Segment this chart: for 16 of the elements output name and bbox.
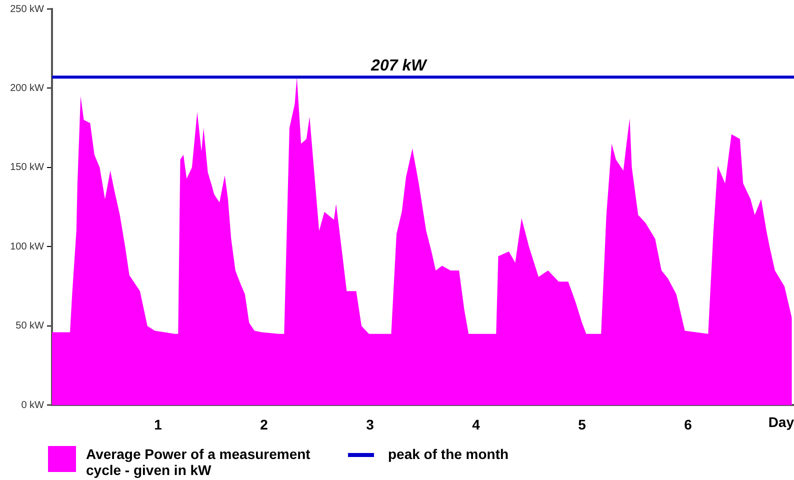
legend-label: Average Power of a measurement cycle - given in kW <box>86 446 312 478</box>
y-tick-label: 250 kW <box>10 4 45 15</box>
x-tick-label: 6 <box>684 416 692 432</box>
x-tick-label: 2 <box>260 416 268 432</box>
annotation: 207 kW <box>370 58 428 75</box>
y-tick-label: 150 kW <box>10 162 45 174</box>
y-tick-label: 200 kW <box>10 82 45 94</box>
legend-label: peak of the month <box>388 446 509 462</box>
y-tick-label: 50 kW <box>16 320 45 332</box>
x-tick-label: 1 <box>154 416 162 432</box>
x-tick-label: 5 <box>578 416 586 432</box>
y-tick-label: 100 kW <box>10 241 45 252</box>
x-tick-label: 4 <box>472 416 480 432</box>
y-tick-label: 0 kW <box>21 400 45 411</box>
x-axis-title: Day <box>768 414 794 430</box>
x-tick-label: 3 <box>366 416 374 432</box>
